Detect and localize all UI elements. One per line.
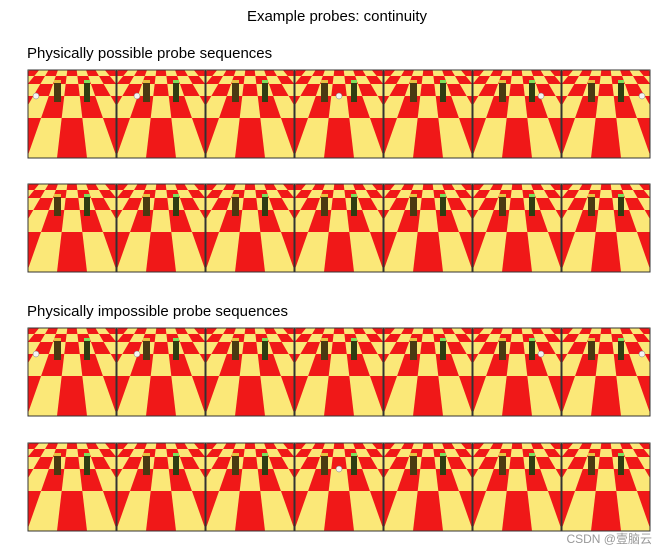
video-frame — [233, 69, 623, 159]
video-frame — [0, 69, 267, 159]
video-frame — [144, 442, 534, 532]
video-frame — [55, 69, 445, 159]
video-frame — [322, 69, 671, 159]
watermark: CSDN @壹脑云 — [566, 532, 652, 546]
video-frame — [411, 183, 671, 273]
video-frame — [144, 183, 534, 273]
section-label: Physically impossible probe sequences — [27, 303, 288, 320]
frames — [0, 69, 671, 532]
video-frame — [0, 183, 267, 273]
figure-title: Example probes: continuity — [247, 8, 428, 25]
video-frame — [0, 327, 356, 417]
video-frame — [322, 183, 671, 273]
video-frame — [144, 69, 534, 159]
video-frame — [411, 327, 671, 417]
video-frame — [411, 442, 671, 532]
section-label: Physically possible probe sequences — [27, 45, 272, 62]
video-frame — [233, 327, 623, 417]
video-frame — [233, 183, 623, 273]
video-frame — [55, 327, 445, 417]
video-frame — [55, 183, 445, 273]
video-frame — [0, 442, 267, 532]
video-frame — [0, 327, 267, 417]
video-frame — [322, 442, 671, 532]
video-frame — [144, 327, 534, 417]
video-frame — [0, 442, 356, 532]
video-frame — [0, 183, 356, 273]
video-frame — [0, 69, 356, 159]
video-frame — [55, 442, 445, 532]
video-frame — [233, 442, 623, 532]
video-frame — [411, 69, 671, 159]
video-frame — [322, 327, 671, 417]
